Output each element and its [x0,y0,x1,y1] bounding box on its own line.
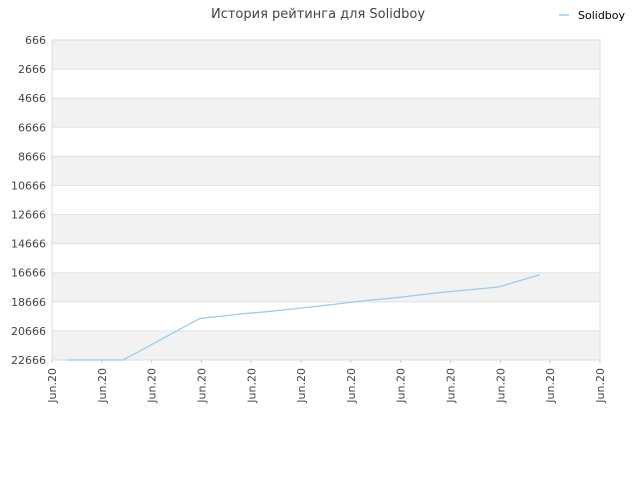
y-tick-label: 22666 [11,354,46,367]
plot-band [52,185,600,215]
x-tick-label: Jun.20 [445,368,458,404]
series-line-solidboy[interactable] [65,274,540,361]
y-tick-label: 18666 [11,296,46,309]
plot-frame [51,39,601,361]
x-tick-label: Jun.20 [544,368,557,404]
x-tick-label: Jun.20 [594,368,607,404]
x-tick-label: Jun.20 [345,368,358,404]
plot-band [52,243,600,273]
x-tick-label: Jun.20 [295,368,308,404]
y-tick-label: 12666 [11,209,46,222]
y-axis: 666 2666 4666 6666 8666 10666 12666 14666 16666 1… [11,34,46,367]
plot-band [52,40,600,70]
legend-label-solidboy[interactable]: Solidboy [578,9,626,22]
x-tick-label: Jun.20 [46,368,59,404]
y-tick-label: 16666 [11,267,46,280]
x-tick-label: Jun.20 [195,368,208,404]
y-tick-label: 4666 [18,92,46,105]
plot-band [52,214,600,244]
x-axis: Jun.20 Jun.20 Jun.20 Jun.20 Jun.20 Jun.20 Jun.… [46,360,607,404]
plot-band [52,301,600,331]
plot-band [52,69,600,99]
y-tick-label: 666 [25,34,46,47]
plot-band [52,156,600,186]
series-layer [65,274,540,361]
y-tick-label: 10666 [11,179,46,192]
plot-band [52,330,600,360]
plot-band [52,272,600,302]
y-tick-label: 2666 [18,63,46,76]
legend[interactable]: Solidboy [559,9,626,22]
x-tick-label: Jun.20 [395,368,408,404]
plot-band [52,127,600,157]
x-tick-label: Jun.20 [96,368,109,404]
x-tick-label: Jun.20 [494,368,507,404]
y-tick-label: 8666 [18,150,46,163]
y-tick-label: 6666 [18,121,46,134]
x-tick-label: Jun.20 [146,368,159,404]
y-tick-label: 14666 [11,238,46,251]
plot-band [52,98,600,128]
plot-bands [52,40,600,360]
chart-title: История рейтинга для Solidboy [211,7,425,22]
x-tick-label: Jun.20 [245,368,258,404]
y-tick-label: 20666 [11,325,46,338]
